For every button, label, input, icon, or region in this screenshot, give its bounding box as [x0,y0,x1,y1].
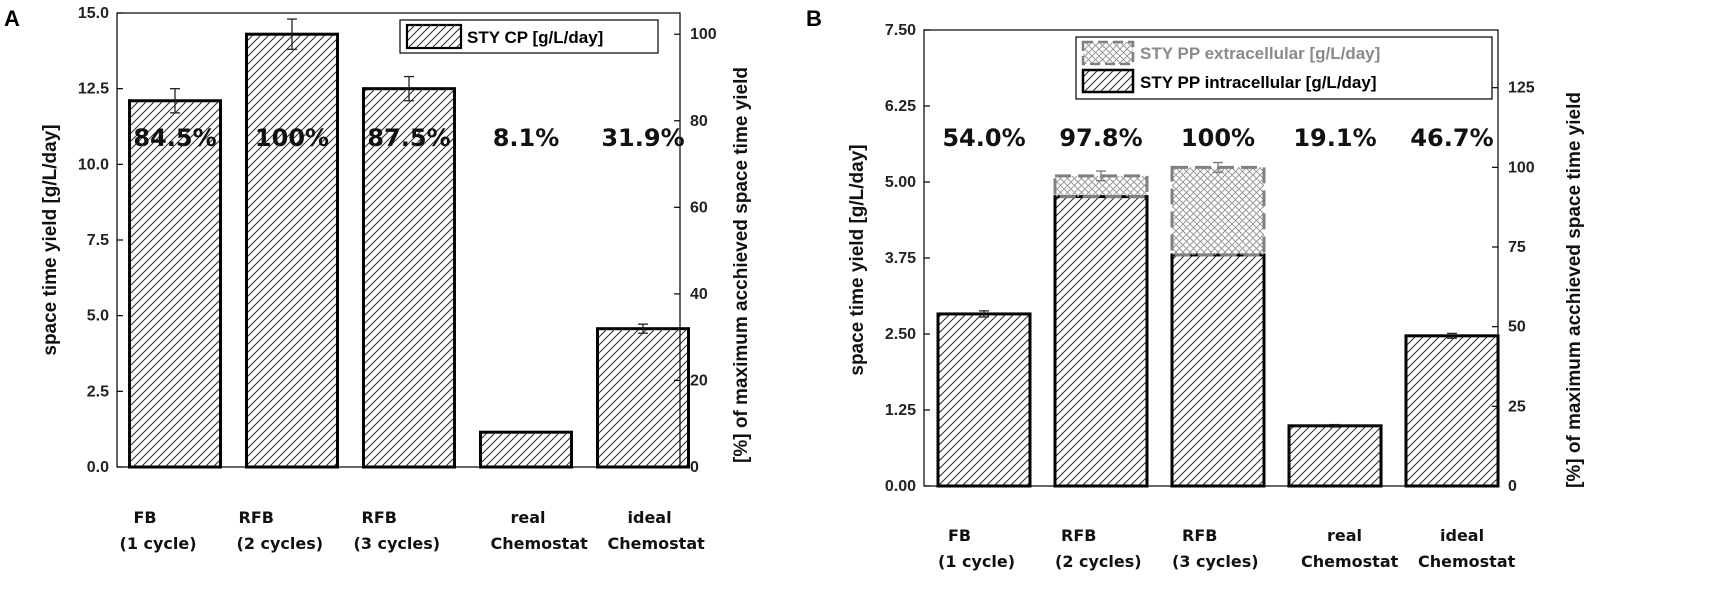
legend-swatch-intracellular [1081,68,1135,94]
category-label: Chemostat [1418,552,1516,571]
percent-label: 84.5% [133,124,216,152]
percent-label: 54.0% [942,124,1025,152]
category-label: Chemostat [608,534,706,553]
category-label: (1 cycle) [120,534,197,553]
bar-extracellular [1170,165,1266,257]
y-tick-label: 2.50 [885,326,916,343]
panel-b-ylabel: space time yield [g/L/day] [847,144,868,375]
y-tick-label: 5.0 [87,308,109,325]
y-tick-label: 6.25 [885,98,916,115]
y2-tick-label: 0 [690,459,699,476]
y2-tick-label: 25 [1508,398,1526,415]
legend-label-cp: STY CP [g/L/day] [467,28,603,47]
bar [1404,334,1500,488]
y2-tick-label: 75 [1508,239,1526,256]
percent-label: 31.9% [601,124,684,152]
percent-label: 8.1% [493,124,560,152]
percent-label: 100% [255,124,329,152]
category-label: ideal [628,508,672,527]
legend-swatch-extracellular [1081,40,1135,66]
y-tick-label: 2.5 [87,383,109,400]
legend-frame [1075,36,1493,100]
y2-tick-label: 125 [1508,80,1535,97]
category-label: RFB [1182,526,1217,545]
panel-a-ylabel: space time yield [g/L/day] [40,124,61,355]
panel-b: B 0.00 1.25 2.50 3.75 5.00 6.25 7.50 0 25 50 75 10… [806,6,1585,571]
percent-label: 97.8% [1059,124,1142,152]
y2-tick-label: 50 [1508,319,1526,336]
bar [936,312,1032,488]
y-tick-label: 1.25 [885,402,916,419]
y-tick-label: 3.75 [885,250,916,267]
category-label: RFB [1061,526,1096,545]
category-label: (3 cycles) [1172,552,1259,571]
bar [596,327,690,469]
bar [128,99,222,469]
category-label: Chemostat [1301,552,1399,571]
y2-tick-label: 100 [1508,159,1535,176]
category-label: (3 cycles) [354,534,441,553]
category-label: RFB [239,508,274,527]
y2-tick-label: 60 [690,199,708,216]
y2-tick-label: 100 [690,26,717,43]
category-label: real [1327,526,1362,545]
percent-label: 100% [1181,124,1255,152]
legend-swatch-cp [405,23,463,50]
bar [1287,424,1383,488]
percent-label: 46.7% [1410,124,1493,152]
category-label: (2 cycles) [1055,552,1142,571]
category-label: real [511,508,546,527]
y2-tick-label: 0 [1508,478,1517,495]
y2-tick-label: 80 [690,113,708,130]
panel-b-label: B [806,6,822,31]
bar [479,430,573,469]
y-tick-label: 5.00 [885,174,916,191]
panel-a-y2label: [%] of maximum acchieved space time yiel… [731,67,752,463]
category-label: FB [134,508,157,527]
y2-tick-label: 40 [690,286,708,303]
y-tick-label: 0.00 [885,478,916,495]
category-label: (2 cycles) [237,534,324,553]
y-tick-label: 10.0 [78,156,109,173]
panel-a-label: A [4,6,20,31]
y-tick-label: 12.5 [78,81,109,98]
panel-b-legend: STY PP extracellular [g/L/day] STY PP in… [1075,36,1493,100]
y2-tick-label: 20 [690,372,708,389]
panel-a: A 0.02.55.07.510.012.515.0 020406080100 … [4,5,752,553]
category-label: RFB [362,508,397,527]
category-label: (1 cycle) [938,552,1015,571]
legend-label-extracellular: STY PP extracellular [g/L/day] [1140,44,1380,63]
panel-b-y2label: [%] of maximum acchieved space time yiel… [1564,92,1585,488]
y-tick-label: 7.5 [87,232,109,249]
y-tick-label: 0.0 [87,459,109,476]
percent-label: 87.5% [367,124,450,152]
category-label: ideal [1440,526,1484,545]
bar [1053,195,1149,488]
legend-label-intracellular: STY PP intracellular [g/L/day] [1140,73,1377,92]
category-label: Chemostat [491,534,589,553]
percent-label: 19.1% [1293,124,1376,152]
y-tick-label: 15.0 [78,5,109,22]
y-tick-label: 7.50 [885,22,916,39]
panel-a-legend: STY CP [g/L/day] [399,19,659,54]
bar [1170,253,1266,488]
category-label: FB [948,526,971,545]
bar [245,32,339,469]
